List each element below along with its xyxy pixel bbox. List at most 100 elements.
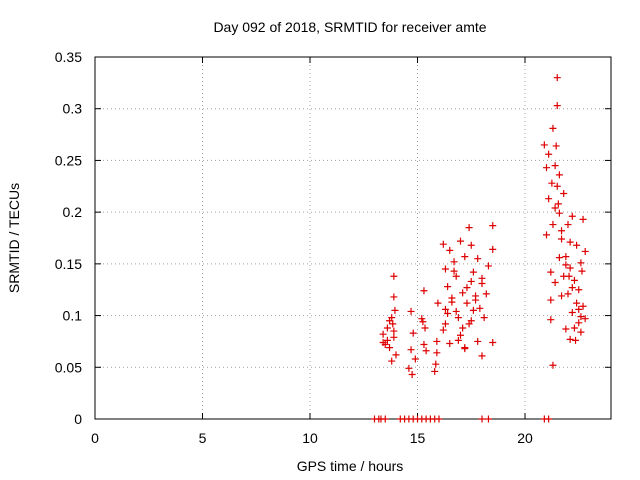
data-point: [547, 296, 555, 304]
data-point: [476, 304, 484, 312]
data-point: [419, 318, 427, 326]
x-tick-label: 15: [410, 430, 426, 446]
data-point: [434, 299, 442, 307]
y-tick-label: 0.3: [63, 101, 83, 117]
data-point: [553, 74, 561, 82]
data-point: [478, 352, 486, 360]
data-point: [484, 415, 492, 423]
data-point: [392, 351, 400, 359]
data-point: [553, 102, 561, 110]
plot-frame: [94, 56, 612, 420]
data-point: [441, 265, 449, 273]
data-point: [553, 182, 561, 190]
chart-title: Day 092 of 2018, SRMTID for receiver amt…: [213, 19, 486, 35]
x-tick-label: 20: [517, 430, 533, 446]
data-point: [467, 317, 475, 325]
data-point: [573, 241, 581, 249]
data-point: [540, 141, 548, 149]
x-tick-label: 0: [91, 430, 99, 446]
data-point: [555, 171, 563, 179]
data-point: [450, 258, 458, 266]
data-point: [390, 293, 398, 301]
data-point: [578, 267, 586, 275]
data-point: [568, 212, 576, 220]
data-point: [461, 253, 469, 261]
data-point: [450, 267, 458, 275]
axis-ticks: 0 5 10 15 20 0 0.05 0.1 0.15 0.2 0.25 0.3 0.35: [55, 49, 611, 446]
data-point: [543, 231, 550, 239]
y-tick-label: 0.1: [63, 308, 83, 324]
data-point: [575, 286, 583, 294]
data-point: [389, 320, 397, 328]
data-point: [459, 324, 467, 332]
data-point: [390, 327, 398, 335]
data-point: [452, 307, 460, 315]
data-point: [566, 238, 574, 246]
data-point: [478, 280, 486, 288]
data-point: [562, 253, 570, 261]
data-point: [420, 341, 428, 349]
data-point: [564, 290, 572, 298]
y-axis-label: SRMTID / TECUs: [6, 183, 22, 293]
data-point: [388, 314, 396, 322]
data-point: [547, 316, 555, 324]
data-point: [439, 326, 447, 334]
data-point: [581, 315, 589, 323]
data-point: [386, 344, 394, 352]
data-point: [562, 325, 570, 333]
data-point: [446, 246, 454, 254]
data-point: [549, 124, 557, 132]
data-point: [478, 415, 486, 423]
data-point: [446, 339, 454, 347]
data-point: [551, 162, 559, 170]
data-point: [383, 336, 391, 344]
data-point: [420, 287, 428, 295]
data-point: [565, 272, 573, 280]
data-point: [555, 209, 563, 217]
data-point: [383, 324, 391, 332]
data-point: [566, 335, 574, 343]
data-point: [562, 261, 570, 269]
data-point: [474, 337, 482, 345]
data-point: [545, 195, 553, 203]
data-point: [409, 329, 417, 337]
data-point: [418, 315, 426, 323]
data-point: [441, 320, 449, 328]
data-points: [371, 74, 589, 423]
data-point: [407, 307, 415, 315]
data-point: [461, 344, 469, 352]
y-tick-label: 0.2: [63, 204, 83, 220]
data-point: [379, 330, 387, 338]
data-point: [474, 255, 482, 263]
data-point: [551, 278, 559, 286]
data-point: [407, 346, 415, 354]
x-tick-label: 5: [199, 430, 207, 446]
data-point: [405, 364, 413, 372]
data-point: [548, 179, 556, 187]
data-point: [390, 333, 398, 341]
data-point: [467, 277, 475, 285]
data-point: [469, 306, 477, 314]
y-tick-label: 0: [74, 411, 82, 427]
data-point: [465, 224, 473, 232]
data-point: [433, 349, 441, 357]
data-point: [566, 264, 574, 272]
data-point: [575, 319, 583, 327]
data-point: [454, 336, 462, 344]
data-point: [579, 302, 587, 310]
data-point: [577, 328, 585, 336]
data-point: [573, 299, 581, 307]
data-point: [433, 337, 441, 345]
data-point: [391, 306, 399, 314]
data-point: [555, 254, 563, 262]
data-point: [388, 357, 396, 365]
data-point: [439, 240, 447, 248]
data-point: [452, 272, 460, 280]
data-point: [570, 276, 578, 284]
data-point: [444, 283, 452, 291]
data-point: [432, 360, 440, 368]
data-point: [459, 289, 467, 297]
data-point: [390, 272, 398, 280]
data-point: [444, 310, 452, 318]
